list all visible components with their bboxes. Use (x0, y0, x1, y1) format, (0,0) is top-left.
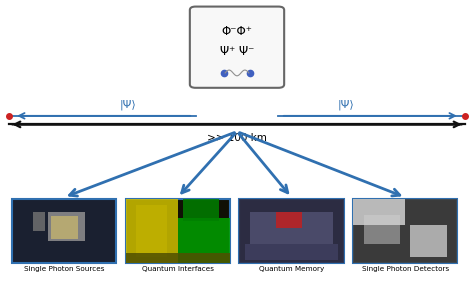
Bar (12, 199, 116, 263)
Text: Ψ⁺ Ψ⁻: Ψ⁺ Ψ⁻ (220, 45, 254, 58)
Text: Quantum Memory: Quantum Memory (259, 266, 324, 272)
Text: Single Photon Sources: Single Photon Sources (24, 266, 104, 272)
Bar (48, 212, 85, 241)
Text: Single Photon Detectors: Single Photon Detectors (362, 266, 449, 272)
Bar (33, 212, 45, 231)
Bar (126, 253, 230, 263)
Bar (178, 218, 230, 263)
Bar (353, 199, 457, 263)
Text: |Ψ⟩: |Ψ⟩ (119, 99, 137, 110)
Bar (239, 199, 344, 263)
Bar (353, 199, 405, 225)
Bar (136, 205, 167, 257)
Bar (353, 199, 457, 263)
Text: >> 100 km: >> 100 km (207, 133, 267, 143)
Bar (183, 199, 219, 221)
Bar (410, 225, 447, 257)
Bar (364, 215, 400, 244)
Text: Quantum Interfaces: Quantum Interfaces (142, 266, 214, 272)
Bar (126, 199, 178, 263)
FancyBboxPatch shape (190, 7, 284, 88)
Bar (52, 216, 78, 239)
Text: |Ψ⟩: |Ψ⟩ (337, 99, 355, 110)
Bar (239, 199, 344, 263)
Bar (250, 212, 333, 244)
Bar (276, 212, 302, 228)
Text: Φ⁻Φ⁺: Φ⁻Φ⁺ (221, 25, 253, 38)
Bar (245, 244, 338, 260)
Bar (126, 199, 230, 263)
